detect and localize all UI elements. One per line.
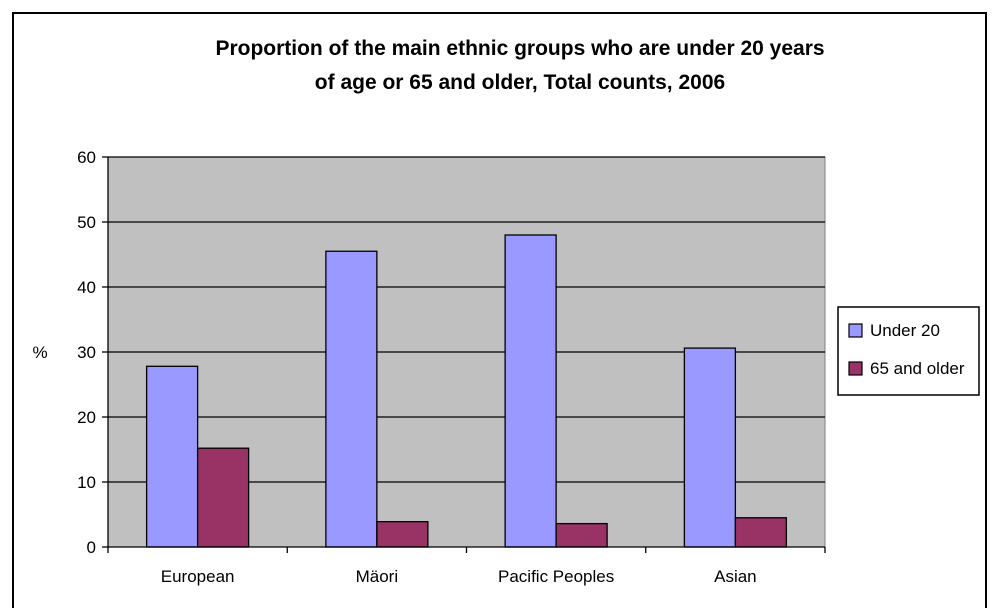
bar-under-20 <box>504 234 557 548</box>
legend-swatch <box>848 323 863 338</box>
bar-65-and-older <box>555 522 608 548</box>
y-tick-label: 40 <box>77 278 96 297</box>
bar-under-20 <box>145 365 199 548</box>
y-tick-label: 10 <box>77 473 96 492</box>
legend-label: 65 and older <box>870 359 965 378</box>
x-axis: European Mäori Pacific Peoples Asian <box>107 546 826 586</box>
x-tick-label: Asian <box>714 567 757 586</box>
bar-65-and-older <box>734 517 788 548</box>
x-tick-label: Pacific Peoples <box>498 567 614 586</box>
bar-under-20 <box>683 347 737 548</box>
legend-box <box>837 306 980 396</box>
y-axis-label: % <box>32 343 47 362</box>
chart-title-line-1: Proportion of the main ethnic groups who… <box>215 37 824 60</box>
legend-label: Under 20 <box>870 321 940 340</box>
x-tick-label: European <box>161 567 235 586</box>
bar-under-20 <box>325 250 378 548</box>
chart-title-line-2: of age or 65 and older, Total counts, 20… <box>315 71 725 94</box>
bar-65-and-older <box>376 521 429 548</box>
y-axis: 0 10 20 30 40 50 60 <box>77 148 109 557</box>
bar-65-and-older <box>196 447 250 548</box>
x-tick-label: Mäori <box>356 567 399 586</box>
legend: Under 20 65 and older <box>837 306 980 396</box>
y-tick-label: 50 <box>77 213 96 232</box>
y-tick-label: 20 <box>77 408 96 427</box>
y-tick-label: 60 <box>77 148 96 167</box>
legend-swatch <box>848 361 863 376</box>
y-tick-label: 0 <box>87 538 96 557</box>
y-tick-label: 30 <box>77 343 96 362</box>
